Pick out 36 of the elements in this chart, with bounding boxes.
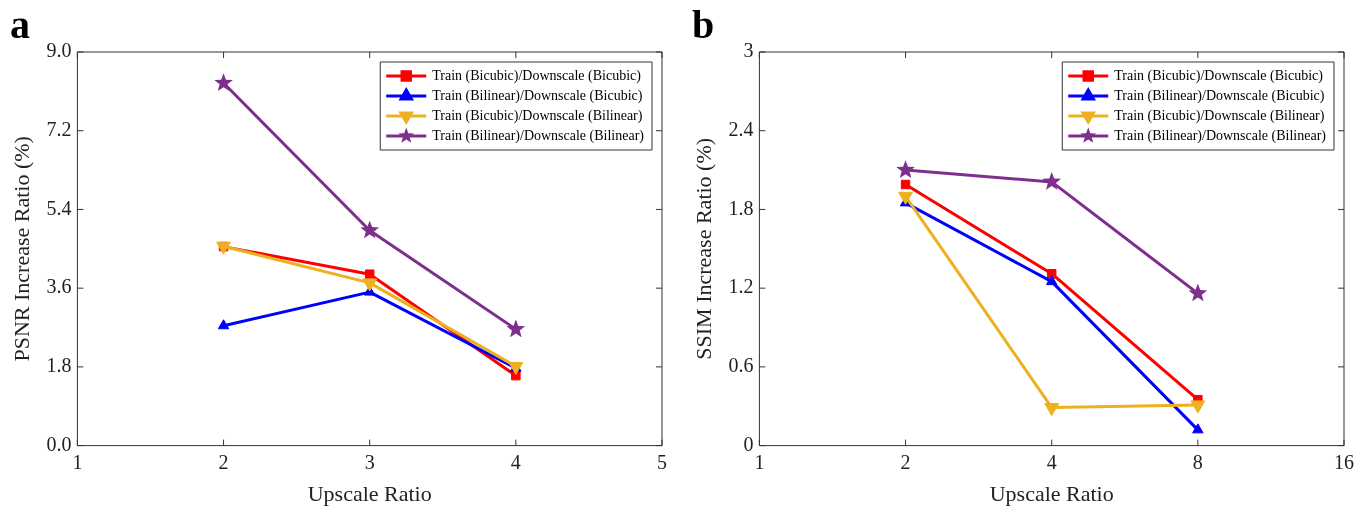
x-tick-label: 4 (1046, 450, 1057, 473)
y-axis-title: PSNR Increase Ratio (%) (8, 136, 34, 362)
y-tick-label: 3.6 (46, 275, 72, 298)
y-tick-label: 9.0 (46, 39, 72, 62)
legend-label: Train (Bilinear)/Downscale (Bicubic) (432, 87, 643, 104)
x-tick-label: 4 (510, 450, 521, 473)
y-tick-label: 3 (743, 39, 754, 62)
legend-label: Train (Bicubic)/Downscale (Bicubic) (1114, 67, 1324, 84)
y-tick-label: 1.8 (728, 196, 754, 219)
x-tick-label: 5 (657, 450, 667, 473)
y-tick-label: 1.2 (728, 275, 754, 298)
x-tick-label: 1 (72, 450, 83, 473)
x-tick-label: 3 (364, 450, 375, 473)
chart-title: b (692, 2, 715, 48)
y-tick-label: 1.8 (46, 354, 72, 377)
legend-label: Train (Bicubic)/Downscale (Bicubic) (432, 67, 642, 84)
legend-label: Train (Bicubic)/Downscale (Bilinear) (1114, 107, 1325, 124)
y-tick-label: 0.0 (46, 432, 72, 455)
legend-label: Train (Bilinear)/Downscale (Bilinear) (432, 127, 645, 144)
x-axis-title: Upscale Ratio (307, 480, 432, 506)
y-tick-label: 0.6 (728, 354, 754, 377)
x-tick-label: 16 (1334, 450, 1354, 473)
y-tick-label: 5.4 (46, 196, 72, 219)
x-axis-title: Upscale Ratio (989, 480, 1114, 506)
legend-label: Train (Bilinear)/Downscale (Bilinear) (1114, 127, 1327, 144)
x-tick-label: 2 (218, 450, 229, 473)
y-axis-title: SSIM Increase Ratio (%) (690, 137, 716, 360)
y-tick-label: 2.4 (728, 117, 754, 140)
x-tick-label: 1 (754, 450, 765, 473)
y-tick-label: 7.2 (46, 117, 72, 140)
legend-label: Train (Bicubic)/Downscale (Bilinear) (432, 107, 643, 124)
x-tick-label: 8 (1192, 450, 1203, 473)
x-tick-label: 2 (900, 450, 911, 473)
chart-title: a (10, 2, 30, 48)
y-tick-label: 0 (743, 432, 754, 455)
legend-label: Train (Bilinear)/Downscale (Bicubic) (1114, 87, 1325, 104)
